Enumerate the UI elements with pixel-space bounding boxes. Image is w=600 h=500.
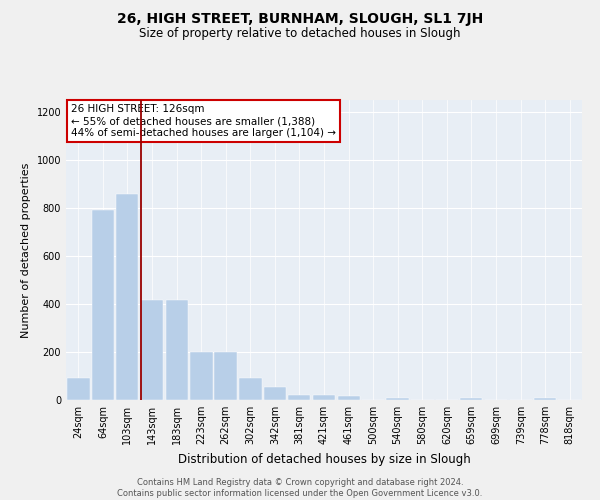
Bar bbox=[67, 378, 89, 400]
Text: Contains HM Land Registry data © Crown copyright and database right 2024.
Contai: Contains HM Land Registry data © Crown c… bbox=[118, 478, 482, 498]
Bar bbox=[386, 398, 409, 400]
Bar bbox=[264, 387, 286, 400]
Bar bbox=[92, 210, 114, 400]
Text: 26, HIGH STREET, BURNHAM, SLOUGH, SL1 7JH: 26, HIGH STREET, BURNHAM, SLOUGH, SL1 7J… bbox=[117, 12, 483, 26]
Bar bbox=[460, 398, 482, 400]
Y-axis label: Number of detached properties: Number of detached properties bbox=[21, 162, 31, 338]
Text: Size of property relative to detached houses in Slough: Size of property relative to detached ho… bbox=[139, 28, 461, 40]
Bar bbox=[190, 352, 212, 400]
Bar bbox=[288, 395, 310, 400]
Bar bbox=[534, 398, 556, 400]
Bar bbox=[116, 194, 139, 400]
Text: 26 HIGH STREET: 126sqm
← 55% of detached houses are smaller (1,388)
44% of semi-: 26 HIGH STREET: 126sqm ← 55% of detached… bbox=[71, 104, 336, 138]
Bar bbox=[141, 300, 163, 400]
Bar bbox=[239, 378, 262, 400]
X-axis label: Distribution of detached houses by size in Slough: Distribution of detached houses by size … bbox=[178, 452, 470, 466]
Bar bbox=[166, 300, 188, 400]
Bar bbox=[214, 352, 237, 400]
Bar bbox=[338, 396, 360, 400]
Bar bbox=[313, 395, 335, 400]
